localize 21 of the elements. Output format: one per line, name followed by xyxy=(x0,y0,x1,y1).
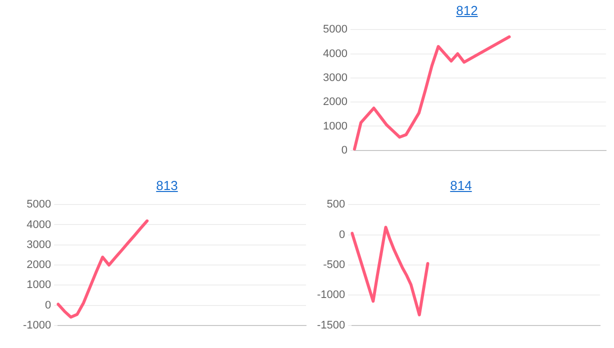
y-tick-label: 2000 xyxy=(322,96,348,108)
y-tick-label: 1000 xyxy=(322,120,348,132)
y-tick-label: 1000 xyxy=(26,279,52,292)
y-tick-label: 3000 xyxy=(322,72,348,84)
chart-title: 813 xyxy=(155,178,179,193)
y-tick-label: 3000 xyxy=(26,238,52,251)
y-tick-label: 2000 xyxy=(26,259,52,272)
y-tick-label: 0 xyxy=(341,144,348,156)
y-tick-label: -500 xyxy=(323,259,346,272)
y-tick-label: 5000 xyxy=(26,198,52,211)
y-tick-label: 0 xyxy=(339,228,346,241)
y-tick-label: -1000 xyxy=(316,289,346,302)
y-tick-label: 5000 xyxy=(322,24,348,36)
y-tick-label: -1500 xyxy=(316,319,346,332)
chart-title: 814 xyxy=(449,178,473,193)
chart-title: 812 xyxy=(455,3,479,18)
y-tick-label: 4000 xyxy=(322,48,348,60)
y-tick-label: 500 xyxy=(326,198,346,211)
y-tick-label: 0 xyxy=(45,299,52,312)
y-tick-label: -1000 xyxy=(22,319,52,332)
y-tick-label: 4000 xyxy=(26,218,52,231)
